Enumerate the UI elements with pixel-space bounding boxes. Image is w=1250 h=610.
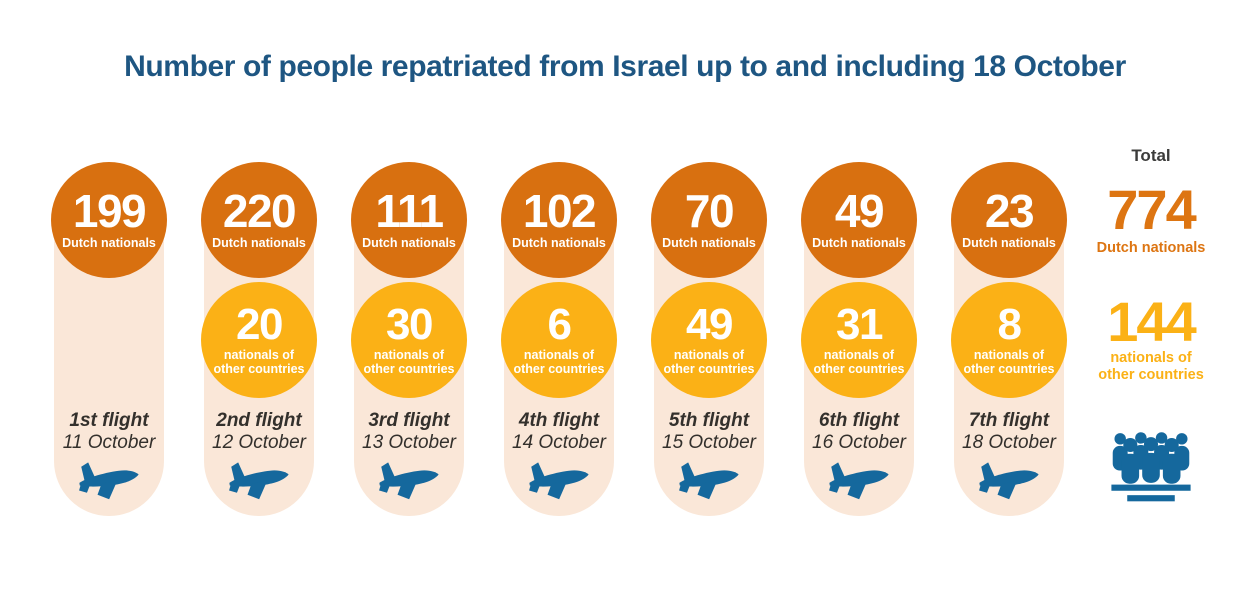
airplane-icon [379, 462, 439, 500]
other-count: 8 [997, 299, 1022, 349]
other-label-line2: other countries [963, 362, 1055, 377]
total-other-label: nationals of other countries [1085, 350, 1217, 383]
other-count: 30 [386, 299, 433, 349]
dutch-count: 70 [684, 184, 735, 237]
totals-heading: Total [1131, 146, 1171, 165]
dutch-count: 49 [834, 184, 885, 237]
flight-info: 1st flight 11 October [54, 410, 164, 454]
dutch-label: Dutch nationals [512, 236, 606, 251]
flight-number: 2nd flight [216, 410, 302, 431]
flight-info: 7th flight 18 October [954, 410, 1064, 454]
dutch-nationals-circle: 49 Dutch nationals [801, 162, 917, 278]
airplane-icon [829, 462, 889, 500]
flight-date: 11 October [62, 432, 156, 454]
other-label: nationals of other countries [214, 348, 305, 376]
other-label-line1: nationals of [973, 348, 1045, 363]
flight-number: 7th flight [968, 410, 1050, 431]
dutch-count: 102 [522, 184, 597, 237]
total-other-count: 144 [1107, 290, 1196, 353]
other-label-line1: nationals of [823, 348, 895, 363]
airplane-icon [79, 462, 139, 500]
flight-number: 5th flight [668, 410, 750, 431]
flight-date: 18 October [962, 432, 1056, 454]
flight-date: 13 October [362, 432, 456, 454]
airplane-icon [229, 462, 289, 500]
flight-number: 4th flight [518, 410, 600, 431]
other-nationals-circle: 30 nationals of other countries [351, 282, 467, 398]
flight-number: 3rd flight [368, 410, 450, 431]
total-other-label-line2: other countries [1098, 366, 1204, 383]
other-label-line1: nationals of [673, 348, 745, 363]
dutch-label: Dutch nationals [962, 236, 1056, 251]
flight-info: 2nd flight 12 October [204, 410, 314, 454]
other-label: nationals of other countries [514, 348, 605, 376]
dutch-count: 220 [222, 184, 297, 237]
other-nationals-circle: 31 nationals of other countries [801, 282, 917, 398]
flight-number: 1st flight [69, 410, 149, 431]
other-nationals-circle: 49 nationals of other countries [651, 282, 767, 398]
other-label-line2: other countries [813, 362, 905, 377]
dutch-nationals-circle: 102 Dutch nationals [501, 162, 617, 278]
airplane-icon [679, 462, 739, 500]
dutch-count: 23 [984, 184, 1035, 237]
other-nationals-circle: 6 nationals of other countries [501, 282, 617, 398]
flight-date: 15 October [662, 432, 756, 454]
other-label: nationals of other countries [814, 348, 905, 376]
other-nationals-circle: 20 nationals of other countries [201, 282, 317, 398]
other-label-line2: other countries [363, 362, 455, 377]
other-label: nationals of other countries [364, 348, 455, 376]
page-title: Number of people repatriated from Israel… [124, 50, 1126, 83]
flight-card-7: 23 Dutch nationals 8 nationals of other … [951, 162, 1067, 516]
other-nationals-circle: 8 nationals of other countries [951, 282, 1067, 398]
total-other-label-line1: nationals of [1110, 350, 1192, 366]
total-dutch-label: Dutch nationals [1096, 240, 1206, 256]
dutch-label: Dutch nationals [662, 236, 756, 251]
other-label: nationals of other countries [664, 348, 755, 376]
dutch-nationals-circle: 111 Dutch nationals [351, 162, 467, 278]
flight-info: 5th flight 15 October [654, 410, 764, 454]
dutch-label: Dutch nationals [62, 236, 156, 251]
flight-card-2: 220 Dutch nationals 20 nationals of othe… [201, 162, 317, 516]
flight-info: 4th flight 14 October [504, 410, 614, 454]
other-count: 6 [547, 299, 572, 349]
other-label-line2: other countries [513, 362, 605, 377]
other-label-line1: nationals of [523, 348, 595, 363]
dutch-nationals-circle: 220 Dutch nationals [201, 162, 317, 278]
other-label-line2: other countries [213, 362, 305, 377]
other-count: 20 [236, 299, 283, 349]
dutch-label: Dutch nationals [362, 236, 456, 251]
flight-info: 3rd flight 13 October [354, 410, 464, 454]
flight-date: 14 October [512, 432, 606, 454]
totals-panel: Total 774 Dutch nationals 144 nationals … [1085, 146, 1217, 502]
flight-date: 16 October [812, 432, 906, 454]
airplane-icon [979, 462, 1039, 500]
other-label-line2: other countries [663, 362, 755, 377]
other-label: nationals of other countries [964, 348, 1055, 376]
flight-card-3: 111 Dutch nationals 30 nationals of othe… [351, 162, 467, 516]
people-group-icon [1111, 432, 1191, 502]
other-count: 49 [686, 299, 733, 349]
flight-card-6: 49 Dutch nationals 31 nationals of other… [801, 162, 917, 516]
dutch-nationals-circle: 70 Dutch nationals [651, 162, 767, 278]
total-dutch-count: 774 [1107, 178, 1196, 241]
dutch-label: Dutch nationals [212, 236, 306, 251]
flight-card-4: 102 Dutch nationals 6 nationals of other… [501, 162, 617, 516]
dutch-nationals-circle: 23 Dutch nationals [951, 162, 1067, 278]
dutch-count: 111 [375, 184, 444, 237]
other-label-line1: nationals of [373, 348, 445, 363]
other-label-line1: nationals of [223, 348, 295, 363]
other-count: 31 [836, 299, 883, 349]
flight-card-5: 70 Dutch nationals 49 nationals of other… [651, 162, 767, 516]
flight-date: 12 October [212, 432, 306, 454]
dutch-count: 199 [72, 184, 147, 237]
flight-info: 6th flight 16 October [804, 410, 914, 454]
dutch-label: Dutch nationals [812, 236, 906, 251]
flight-number: 6th flight [818, 410, 900, 431]
airplane-icon [529, 462, 589, 500]
flight-card-1: 199 Dutch nationals 1st flight 11 Octobe… [51, 162, 167, 516]
dutch-nationals-circle: 199 Dutch nationals [51, 162, 167, 278]
